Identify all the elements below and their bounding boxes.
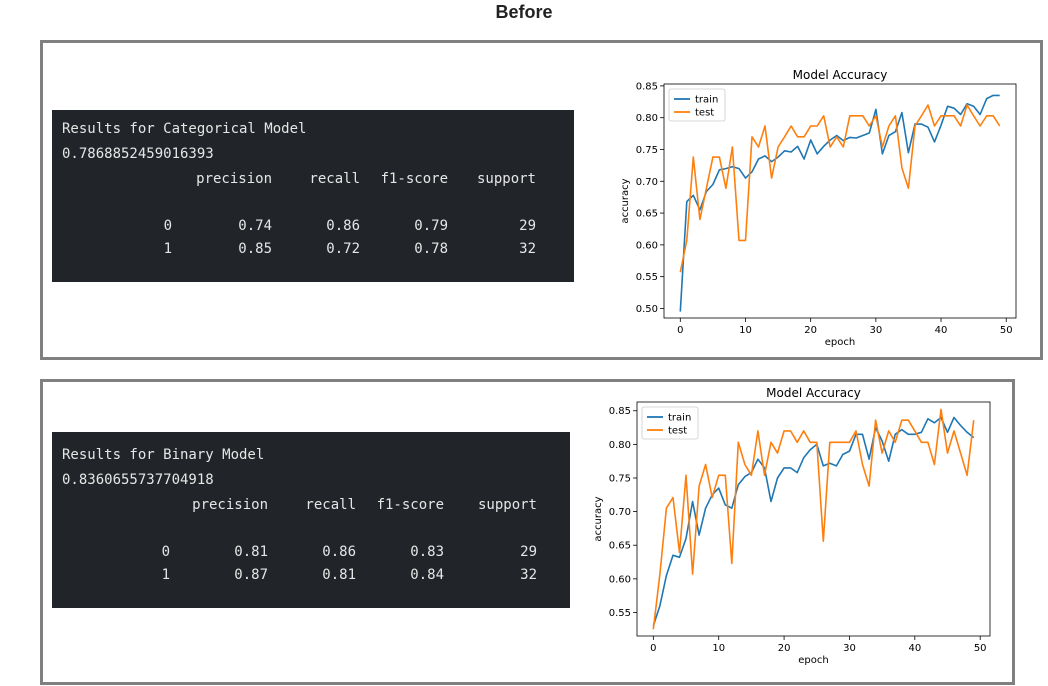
y-axis-label: accuracy — [620, 178, 631, 223]
header-recall: recall — [309, 171, 360, 187]
x-tick-label: 40 — [908, 643, 921, 654]
y-tick-label: 0.60 — [609, 574, 631, 585]
x-axis-label: epoch — [825, 337, 855, 348]
cell-f1-score: 0.84 — [410, 567, 444, 583]
report-accuracy: 0.8360655737704918 — [62, 472, 214, 488]
report-title: Results for Binary Model — [62, 447, 265, 463]
cell-f1-score: 0.79 — [414, 218, 448, 234]
cell-support: 29 — [519, 218, 536, 234]
row-label: 0 — [163, 218, 172, 234]
binary-model-panel: Results for Binary Model 0.8360655737704… — [40, 379, 1015, 685]
chart-title: Model Accuracy — [793, 68, 888, 82]
legend-label-test: test — [668, 426, 687, 437]
y-tick-label: 0.80 — [636, 113, 658, 124]
cell-support: 29 — [520, 544, 537, 560]
cell-precision: 0.74 — [238, 218, 272, 234]
report-accuracy: 0.7868852459016393 — [62, 146, 214, 162]
cell-support: 32 — [520, 567, 537, 583]
y-tick-label: 0.70 — [636, 177, 658, 188]
plot-frame — [636, 401, 991, 637]
x-axis-label: epoch — [798, 655, 828, 666]
legend-box — [668, 88, 726, 122]
header-f1-score: f1-score — [376, 497, 444, 513]
x-tick-label: 30 — [869, 325, 882, 336]
plot-frame — [663, 83, 1017, 319]
row-label: 1 — [161, 567, 170, 583]
series-line-train — [652, 416, 975, 627]
series-line-test — [679, 104, 1001, 273]
accuracy-line-chart: Model Accuracy 0 10 20 30 40 50 0.50 0.55 0.60 0.6… — [620, 68, 1017, 348]
categorical-model-panel: Results for Categorical Model 0.78688524… — [40, 40, 1043, 360]
header-support: support — [477, 497, 537, 513]
x-tick-label: 20 — [804, 325, 817, 336]
cell-f1-score: 0.83 — [410, 544, 444, 560]
y-tick-label: 0.85 — [609, 406, 631, 417]
row-label: 1 — [163, 241, 172, 257]
header-support: support — [476, 171, 536, 187]
y-tick-label: 0.65 — [636, 209, 658, 220]
x-tick-label: 0 — [650, 643, 656, 654]
legend-label-train: train — [668, 413, 691, 424]
y-tick-label: 0.55 — [636, 272, 658, 283]
series-line-train — [679, 94, 1000, 312]
x-tick-label: 10 — [739, 325, 752, 336]
y-tick-label: 0.70 — [609, 507, 631, 518]
y-tick-label: 0.85 — [636, 81, 658, 92]
cell-support: 32 — [519, 241, 536, 257]
y-tick-label: 0.55 — [609, 608, 631, 619]
x-tick-label: 50 — [974, 643, 987, 654]
cell-recall: 0.72 — [326, 241, 360, 257]
header-precision: precision — [192, 497, 268, 513]
y-tick-label: 0.60 — [636, 240, 658, 251]
x-tick-label: 10 — [712, 643, 725, 654]
row-label: 0 — [161, 544, 170, 560]
x-tick-label: 0 — [677, 325, 683, 336]
series-line-test — [652, 408, 975, 630]
cell-precision: 0.81 — [234, 544, 268, 560]
x-tick-label: 30 — [843, 643, 856, 654]
y-axis-label: accuracy — [593, 496, 604, 541]
header-f1-score: f1-score — [380, 171, 448, 187]
legend-label-train: train — [695, 95, 718, 106]
classification-report: Results for Binary Model 0.8360655737704… — [52, 432, 570, 608]
cell-recall: 0.86 — [322, 544, 356, 560]
accuracy-line-chart: Model Accuracy 0 10 20 30 40 50 0.55 0.60 0.65 0.7… — [593, 386, 991, 666]
header-precision: precision — [196, 171, 272, 187]
x-tick-label: 20 — [778, 643, 791, 654]
cell-precision: 0.85 — [238, 241, 272, 257]
cell-f1-score: 0.78 — [414, 241, 448, 257]
cell-precision: 0.87 — [234, 567, 268, 583]
y-tick-label: 0.80 — [609, 440, 631, 451]
y-tick-label: 0.75 — [609, 473, 631, 484]
legend-label-test: test — [695, 108, 714, 119]
y-tick-label: 0.65 — [609, 541, 631, 552]
y-tick-label: 0.75 — [636, 145, 658, 156]
legend-box — [641, 406, 699, 440]
report-title: Results for Categorical Model — [62, 121, 307, 137]
cell-recall: 0.81 — [322, 567, 356, 583]
x-tick-label: 50 — [1000, 325, 1013, 336]
page-heading: Before — [495, 2, 553, 22]
x-tick-label: 40 — [935, 325, 948, 336]
classification-report: Results for Categorical Model 0.78688524… — [52, 110, 574, 282]
header-recall: recall — [305, 497, 356, 513]
chart-title: Model Accuracy — [766, 386, 861, 400]
cell-recall: 0.86 — [326, 218, 360, 234]
y-tick-label: 0.50 — [636, 304, 658, 315]
